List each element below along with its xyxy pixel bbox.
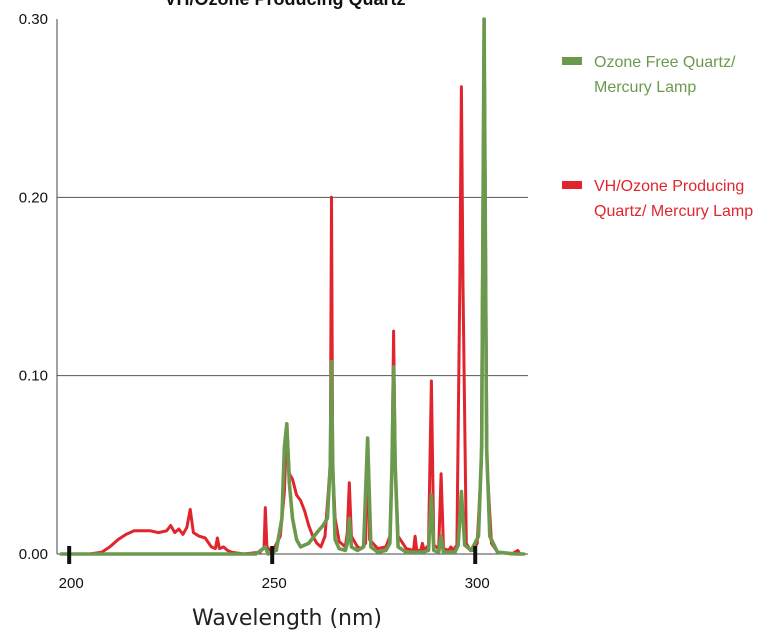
legend-label: Mercury Lamp — [594, 79, 696, 96]
legend-label: VH/Ozone Producing — [594, 178, 744, 195]
y-tick-label: 0.20 — [19, 189, 48, 206]
series-layer — [59, 17, 526, 556]
legend: Ozone Free Quartz/Mercury Lamp VH/Ozone P… — [562, 54, 753, 220]
x-tick-label: 250 — [262, 575, 287, 592]
y-tick-label: 0.10 — [19, 368, 48, 385]
x-axis-title: Wavelength (nm) — [192, 606, 382, 631]
legend-swatch — [562, 181, 582, 189]
x-tick-label: 200 — [59, 575, 84, 592]
legend-label: Quartz/ Mercury Lamp — [594, 203, 753, 220]
series-line — [59, 17, 526, 556]
chart-title: VH/Ozone Producing Quartz — [164, 0, 405, 9]
grid-lines — [57, 196, 528, 377]
y-tick-label: 0.30 — [19, 11, 48, 28]
legend-label: Ozone Free Quartz/ — [594, 54, 736, 71]
y-tick-label: 0.00 — [19, 546, 48, 563]
x-tick-label: 300 — [465, 575, 490, 592]
legend-swatch — [562, 57, 582, 65]
axis-ticks: 0.00 0.10 0.20 0.30 200 250 300 — [19, 11, 490, 592]
